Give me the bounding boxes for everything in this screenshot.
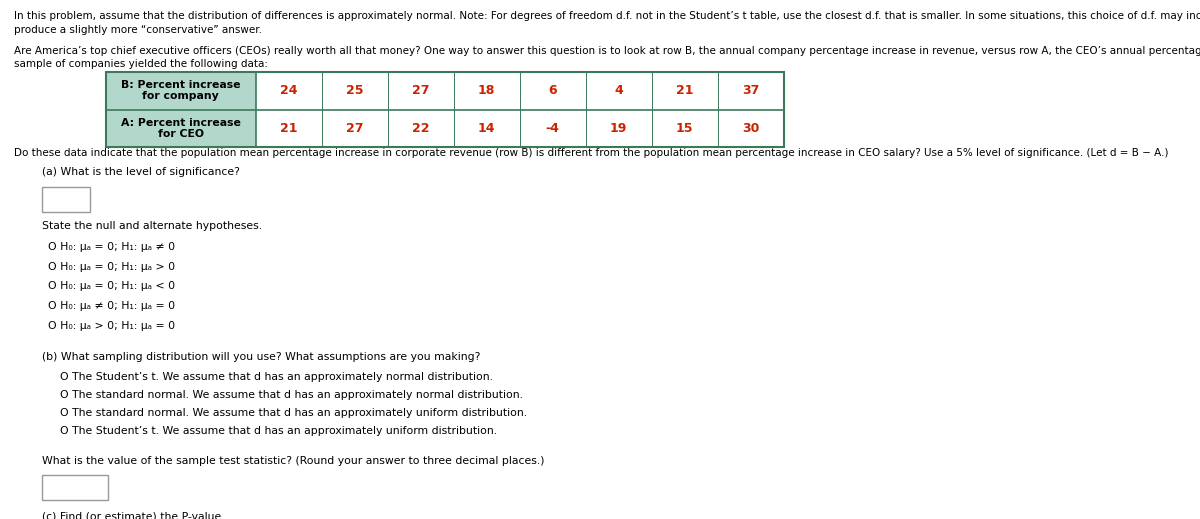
- Bar: [106, 72, 256, 110]
- Text: A: Percent increase
for CEO: A: Percent increase for CEO: [121, 118, 240, 139]
- Text: O H₀: μₐ > 0; H₁: μₐ = 0: O H₀: μₐ > 0; H₁: μₐ = 0: [48, 321, 175, 331]
- Text: O H₀: μₐ = 0; H₁: μₐ ≠ 0: O H₀: μₐ = 0; H₁: μₐ ≠ 0: [48, 242, 175, 252]
- Text: sample of companies yielded the following data:: sample of companies yielded the followin…: [14, 59, 269, 69]
- Text: O H₀: μₐ = 0; H₁: μₐ < 0: O H₀: μₐ = 0; H₁: μₐ < 0: [48, 281, 175, 291]
- Bar: [42, 475, 108, 500]
- Bar: [106, 110, 256, 147]
- Text: In this problem, assume that the distribution of differences is approximately no: In this problem, assume that the distrib…: [14, 11, 1200, 21]
- Text: O The Student’s t. We assume that d has an approximately normal distribution.: O The Student’s t. We assume that d has …: [60, 372, 493, 381]
- Text: O The standard normal. We assume that d has an approximately uniform distributio: O The standard normal. We assume that d …: [60, 408, 527, 418]
- Text: 19: 19: [610, 122, 628, 135]
- Text: O H₀: μₐ = 0; H₁: μₐ > 0: O H₀: μₐ = 0; H₁: μₐ > 0: [48, 262, 175, 271]
- Text: 6: 6: [548, 84, 557, 97]
- Text: What is the value of the sample test statistic? (Round your answer to three deci: What is the value of the sample test sta…: [42, 456, 545, 466]
- Text: 4: 4: [614, 84, 623, 97]
- Text: 22: 22: [412, 122, 430, 135]
- Text: Do these data indicate that the population mean percentage increase in corporate: Do these data indicate that the populati…: [14, 148, 1169, 158]
- Bar: [42, 187, 90, 212]
- Text: 37: 37: [742, 84, 760, 97]
- Text: 25: 25: [346, 84, 364, 97]
- Text: (a) What is the level of significance?: (a) What is the level of significance?: [42, 167, 240, 177]
- Text: 15: 15: [676, 122, 694, 135]
- Text: 21: 21: [280, 122, 298, 135]
- Text: 27: 27: [412, 84, 430, 97]
- Text: -4: -4: [546, 122, 559, 135]
- Text: (b) What sampling distribution will you use? What assumptions are you making?: (b) What sampling distribution will you …: [42, 352, 480, 362]
- Bar: [106, 72, 784, 147]
- Text: O The Student’s t. We assume that d has an approximately uniform distribution.: O The Student’s t. We assume that d has …: [60, 426, 497, 436]
- Text: State the null and alternate hypotheses.: State the null and alternate hypotheses.: [42, 221, 262, 231]
- Text: O H₀: μₐ ≠ 0; H₁: μₐ = 0: O H₀: μₐ ≠ 0; H₁: μₐ = 0: [48, 301, 175, 311]
- Text: produce a slightly more “conservative” answer.: produce a slightly more “conservative” a…: [14, 25, 263, 35]
- Text: 21: 21: [676, 84, 694, 97]
- Text: 30: 30: [742, 122, 760, 135]
- Text: Are America’s top chief executive officers (CEOs) really worth all that money? O: Are America’s top chief executive office…: [14, 46, 1200, 56]
- Text: B: Percent increase
for company: B: Percent increase for company: [121, 80, 240, 101]
- Text: 14: 14: [478, 122, 496, 135]
- Text: 27: 27: [346, 122, 364, 135]
- Text: 24: 24: [280, 84, 298, 97]
- Text: 18: 18: [478, 84, 496, 97]
- Text: (c) Find (or estimate) the P-value.: (c) Find (or estimate) the P-value.: [42, 512, 224, 519]
- Text: O The standard normal. We assume that d has an approximately normal distribution: O The standard normal. We assume that d …: [60, 390, 523, 400]
